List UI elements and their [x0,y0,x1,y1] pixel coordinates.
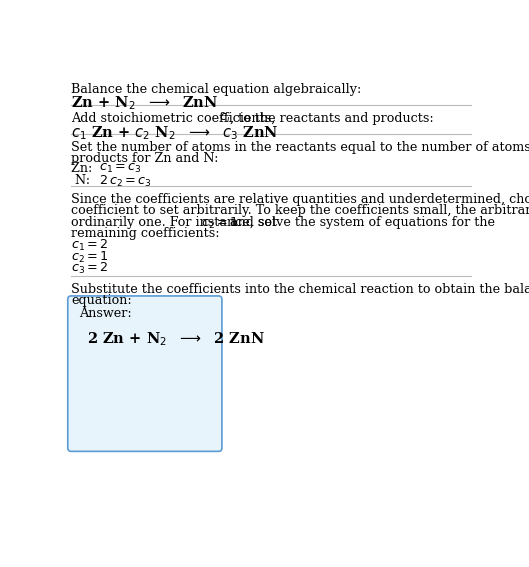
Text: , to the reactants and products:: , to the reactants and products: [230,112,434,125]
Text: $2\, c_2 = c_3$: $2\, c_2 = c_3$ [99,174,152,189]
Text: equation:: equation: [71,294,132,307]
Text: Set the number of atoms in the reactants equal to the number of atoms in the: Set the number of atoms in the reactants… [71,141,529,154]
Text: $c_i$: $c_i$ [218,112,230,125]
Text: $c_2 = 1$: $c_2 = 1$ [202,215,239,231]
Text: Balance the chemical equation algebraically:: Balance the chemical equation algebraica… [71,83,361,96]
Text: and solve the system of equations for the: and solve the system of equations for th… [226,215,495,229]
Text: Zn + N$_2$  $\longrightarrow$  ZnN: Zn + N$_2$ $\longrightarrow$ ZnN [71,94,218,112]
Text: $c_3 = 2$: $c_3 = 2$ [71,261,108,276]
Text: Zn:: Zn: [71,162,96,175]
Text: 2 Zn + N$_2$  $\longrightarrow$  2 ZnN: 2 Zn + N$_2$ $\longrightarrow$ 2 ZnN [87,330,265,348]
Text: coefficient to set arbitrarily. To keep the coefficients small, the arbitrary va: coefficient to set arbitrarily. To keep … [71,204,529,217]
Text: remaining coefficients:: remaining coefficients: [71,227,220,240]
Text: ordinarily one. For instance, set: ordinarily one. For instance, set [71,215,281,229]
Text: Add stoichiometric coefficients,: Add stoichiometric coefficients, [71,112,279,125]
Text: products for Zn and N:: products for Zn and N: [71,152,218,165]
FancyBboxPatch shape [68,296,222,451]
Text: $c_1 = 2$: $c_1 = 2$ [71,238,108,253]
Text: $c_2 = 1$: $c_2 = 1$ [71,249,109,265]
Text: $c_1 = c_3$: $c_1 = c_3$ [99,162,142,175]
Text: Since the coefficients are relative quantities and underdetermined, choose a: Since the coefficients are relative quan… [71,193,529,206]
Text: Answer:: Answer: [79,307,132,320]
Text: Substitute the coefficients into the chemical reaction to obtain the balanced: Substitute the coefficients into the che… [71,283,529,296]
Text: $c_1$ Zn + $c_2$ N$_2$  $\longrightarrow$  $c_3$ ZnN: $c_1$ Zn + $c_2$ N$_2$ $\longrightarrow$… [71,124,279,142]
Text: N:: N: [75,174,94,187]
